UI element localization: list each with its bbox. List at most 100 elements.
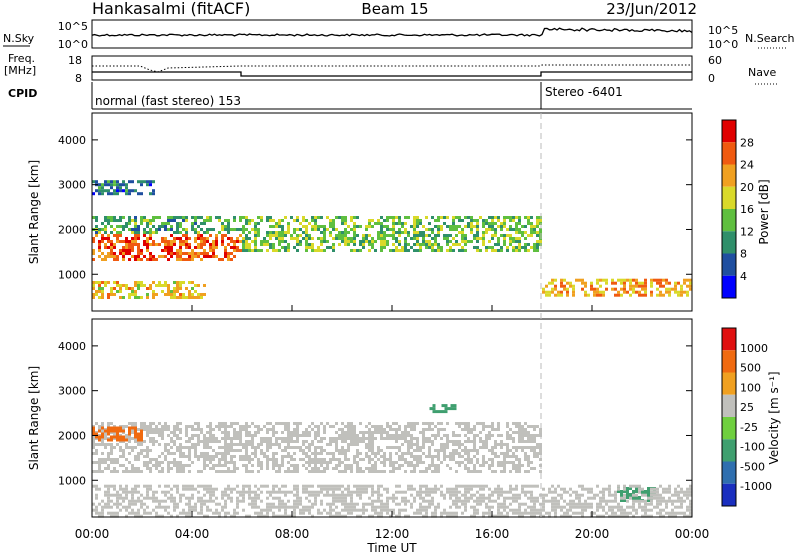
velocity-cell — [641, 499, 644, 503]
velocity-cell — [140, 432, 143, 436]
velocity-cell — [674, 490, 677, 494]
velocity-cell — [323, 461, 326, 464]
power-cell — [512, 216, 515, 219]
velocity-cell — [422, 431, 425, 434]
velocity-cell — [200, 508, 203, 512]
velocity-cell — [335, 511, 338, 515]
velocity-cell — [488, 511, 491, 515]
velocity-cell — [578, 493, 581, 497]
power-cell — [110, 219, 113, 222]
velocity-cell — [98, 425, 101, 428]
power-cell — [167, 243, 170, 246]
power-cell — [305, 240, 308, 243]
power-cell — [449, 228, 452, 231]
power-cell — [143, 228, 146, 231]
velocity-cell — [422, 484, 425, 488]
power-cell — [164, 222, 167, 225]
velocity-cell — [293, 487, 296, 491]
power-cell — [485, 228, 488, 231]
power-cell — [278, 249, 281, 252]
velocity-cell — [380, 431, 383, 434]
velocity-cell — [350, 508, 353, 512]
power-cell — [239, 240, 242, 243]
velocity-cell — [656, 511, 659, 515]
velocity-cell — [407, 464, 410, 467]
velocity-cell — [305, 484, 308, 488]
velocity-cell — [188, 502, 191, 506]
power-cell — [104, 258, 107, 261]
velocity-cell — [167, 464, 170, 467]
power-cell — [92, 258, 95, 261]
velocity-cell — [176, 467, 179, 470]
velocity-cell — [590, 505, 593, 509]
velocity-cell — [434, 449, 437, 452]
power-cell — [317, 249, 320, 252]
velocity-cell — [221, 452, 224, 455]
velocity-cell — [479, 422, 482, 425]
power-cell — [461, 219, 464, 222]
power-cell — [440, 228, 443, 231]
velocity-cell — [422, 434, 425, 437]
velocity-cell — [98, 502, 101, 506]
power-colorbar-swatch — [722, 231, 736, 254]
power-cell — [152, 243, 155, 246]
power-cell — [101, 296, 104, 299]
velocity-cell — [284, 505, 287, 509]
power-cell — [212, 255, 215, 258]
velocity-cell — [104, 434, 107, 437]
velocity-cell — [158, 428, 161, 431]
power-cell — [206, 231, 209, 234]
power-cell — [128, 246, 131, 249]
velocity-cell — [329, 505, 332, 509]
power-cell — [353, 249, 356, 252]
velocity-cell — [191, 428, 194, 431]
velocity-cell — [479, 464, 482, 467]
velocity-cell — [203, 493, 206, 497]
power-cell — [668, 290, 671, 294]
velocity-cell — [368, 434, 371, 437]
freq-right-tick-bottom: 0 — [708, 72, 715, 85]
power-cell — [179, 246, 182, 249]
velocity-cell — [185, 484, 188, 488]
velocity-cell — [497, 422, 500, 425]
velocity-cell — [311, 490, 314, 494]
velocity-cell — [356, 440, 359, 443]
velocity-cell — [530, 508, 533, 512]
velocity-cell — [377, 511, 380, 515]
velocity-cell — [161, 467, 164, 470]
velocity-cell — [410, 452, 413, 455]
power-cell — [317, 216, 320, 219]
power-cell — [128, 252, 131, 255]
velocity-cell — [617, 514, 620, 518]
velocity-cell — [248, 431, 251, 434]
velocity-cell — [128, 440, 131, 443]
power-cell — [488, 246, 491, 249]
velocity-cell — [335, 464, 338, 467]
velocity-cell — [287, 443, 290, 446]
velocity-cell — [464, 458, 467, 461]
velocity-cell — [383, 428, 386, 431]
power-cell — [155, 216, 158, 219]
cpid-mode-2: Stereo -6401 — [545, 85, 623, 99]
velocity-cell — [335, 484, 338, 488]
velocity-cell — [320, 490, 323, 494]
power-cell — [314, 222, 317, 225]
velocity-cell — [140, 470, 143, 473]
velocity-cell — [335, 467, 338, 470]
power-cell — [125, 284, 128, 287]
velocity-cell — [491, 452, 494, 455]
power-cell — [434, 237, 437, 240]
velocity-cell — [554, 511, 557, 515]
velocity-cell — [383, 502, 386, 506]
power-cell — [131, 246, 134, 249]
velocity-cell — [119, 429, 122, 433]
velocity-cell — [539, 431, 542, 434]
velocity-cell — [278, 490, 281, 494]
velocity-cell — [290, 505, 293, 509]
velocity-cell — [659, 514, 662, 518]
power-cell — [251, 219, 254, 222]
power-cell — [293, 231, 296, 234]
power-cell — [488, 216, 491, 219]
velocity-cell — [143, 461, 146, 464]
power-cell — [464, 237, 467, 240]
